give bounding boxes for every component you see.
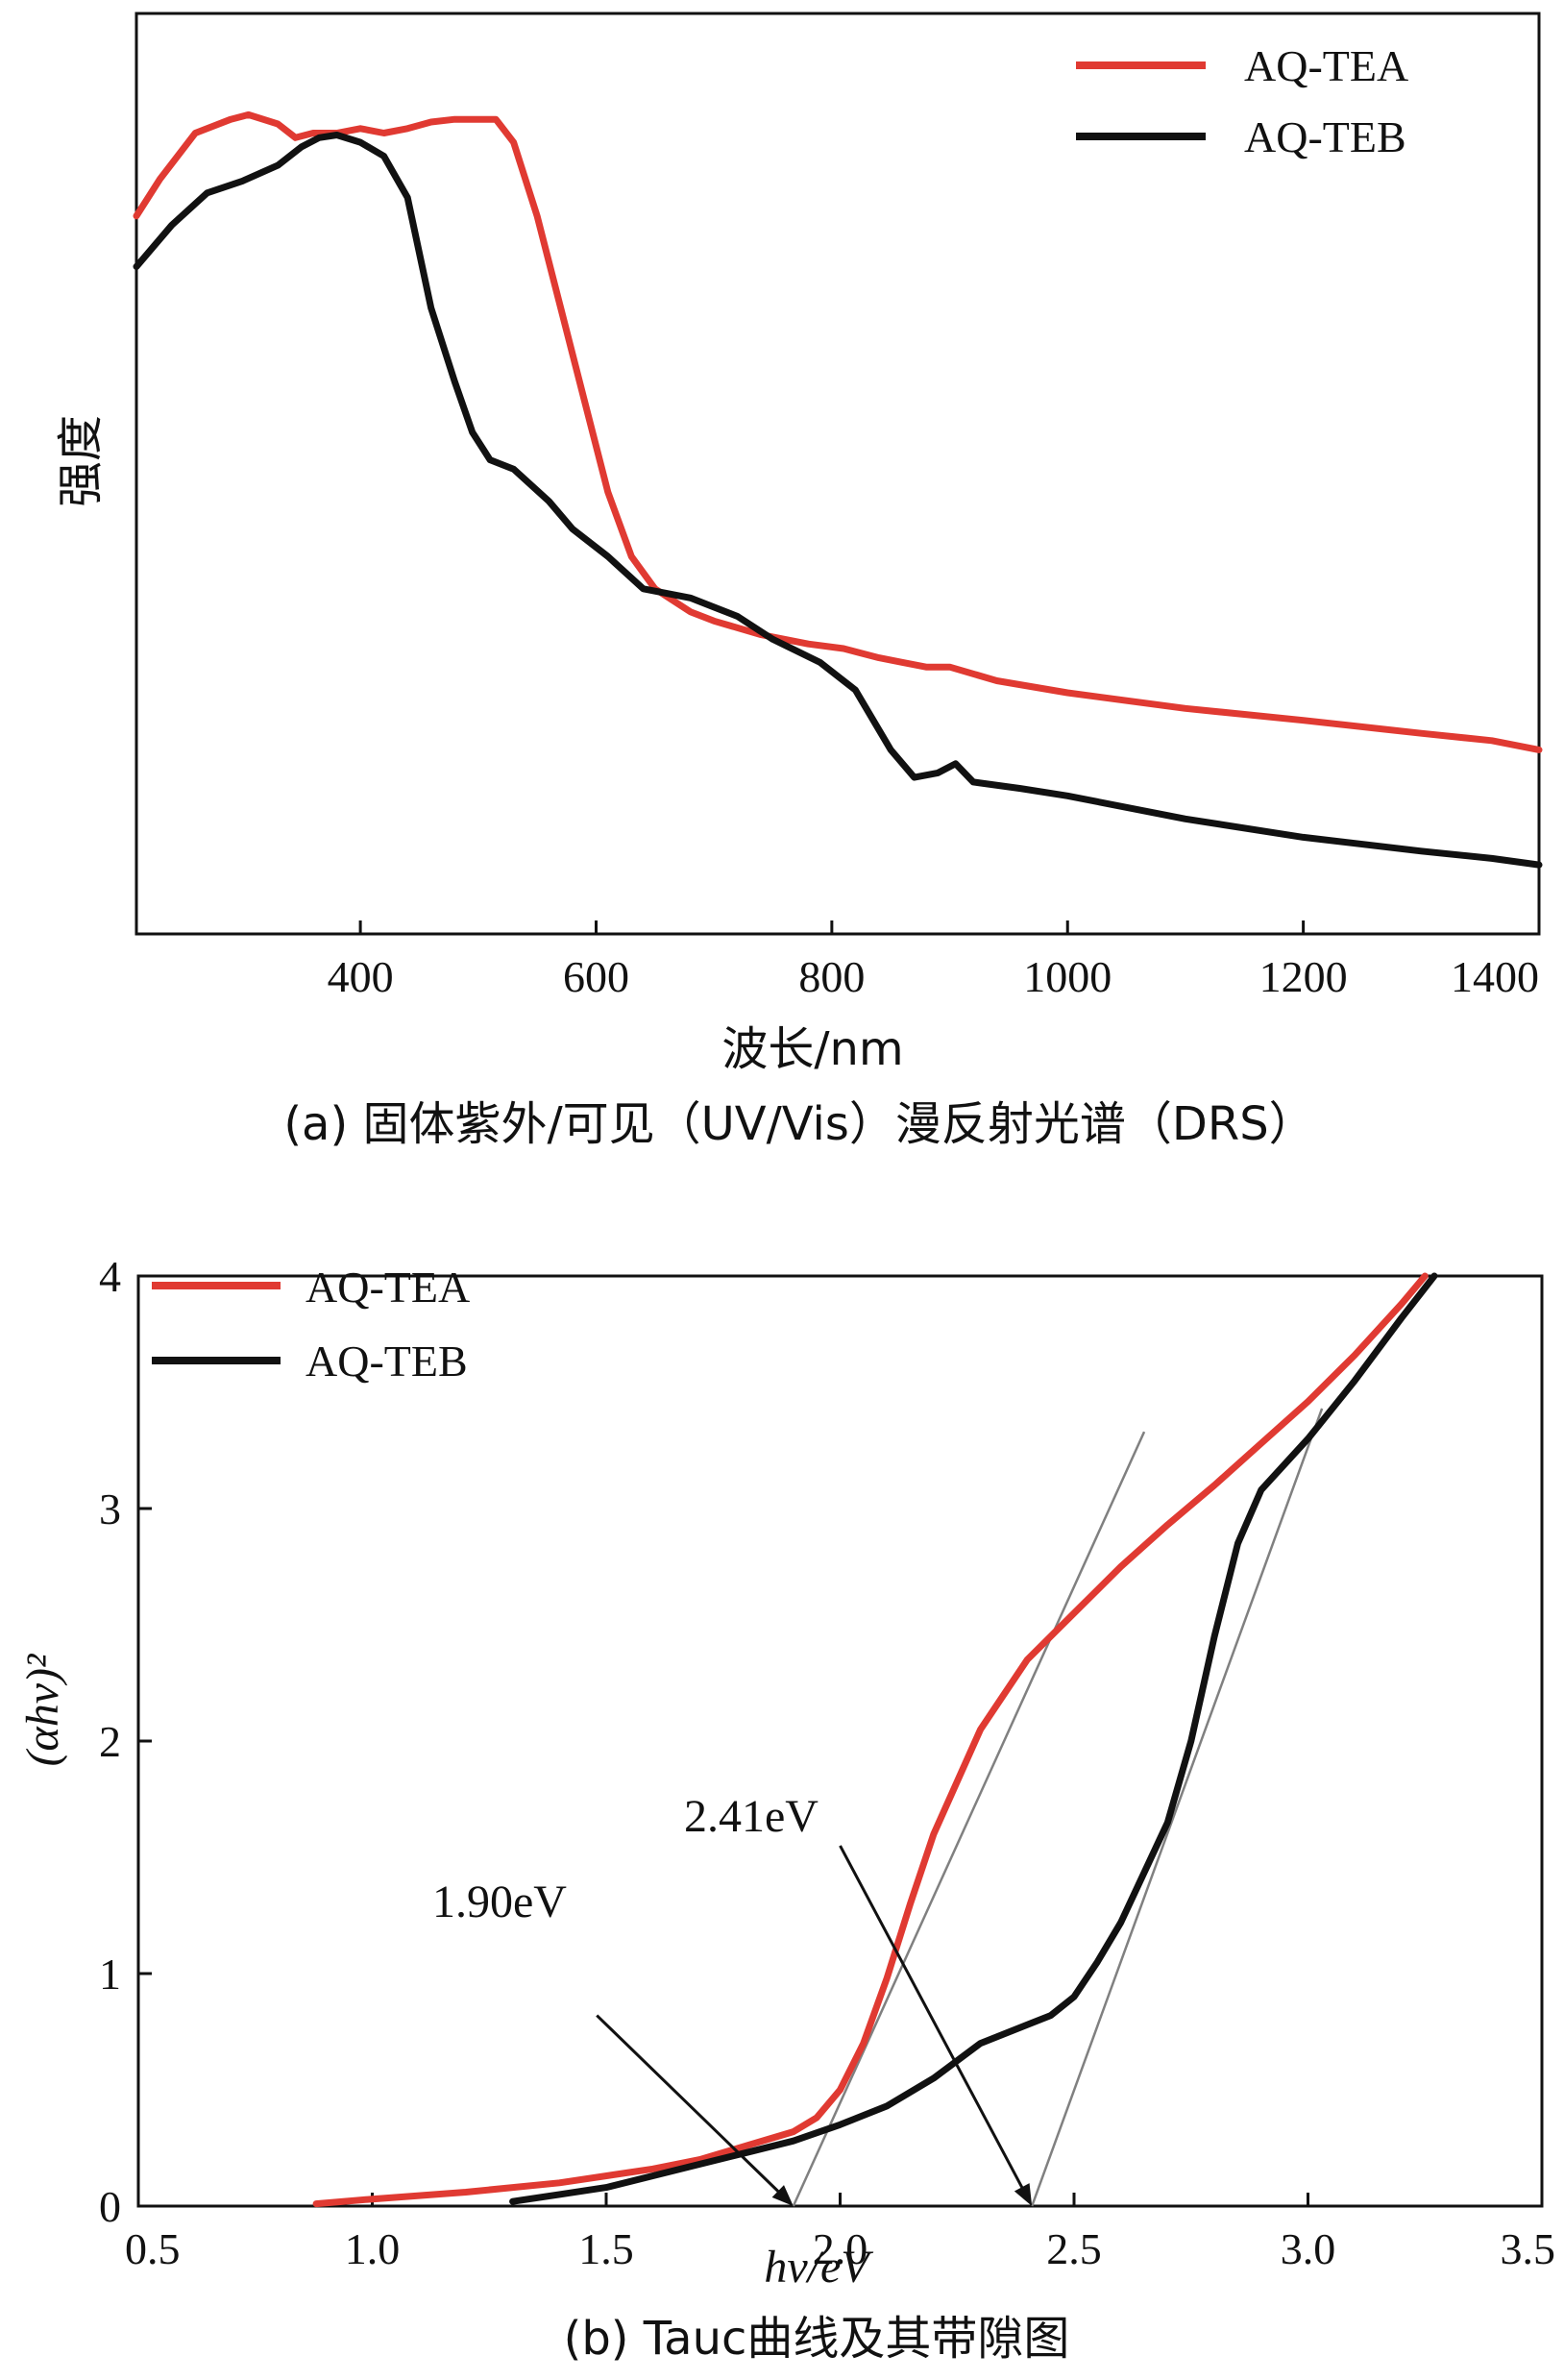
drs-series-aq-teb xyxy=(133,132,1543,869)
drs-caption: (a) 固体紫外/可见（UV/Vis）漫反射光谱（DRS） xyxy=(283,1097,1314,1151)
drs-legend-label-tea: AQ-TEA xyxy=(1244,41,1408,90)
tauc-chart: 0.5 1.0 1.5 2.0 2.5 3.0 3.5 0 1 2 3 4 1.90eV 2.41eV… xyxy=(17,1252,1555,2366)
tauc-x-tick-label-1: 1.0 xyxy=(345,2224,401,2273)
annotation-arrow-1 xyxy=(596,2014,782,2195)
tauc-y-tick-label-4: 4 xyxy=(99,1252,121,1301)
tauc-tangent-lines xyxy=(792,1408,1324,2207)
drs-legend-label-teb: AQ-TEB xyxy=(1244,112,1406,161)
tauc-x-label: hv/eV xyxy=(764,2242,873,2293)
tauc-y-tick-label-2: 2 xyxy=(99,1717,121,1766)
tauc-x-tick-label-0-5: 0.5 xyxy=(125,2224,181,2273)
drs-chart: 400 600 800 1000 1200 1400 AQ-TEA AQ-TEB 强度 波… xyxy=(54,12,1543,1151)
tauc-x-tick-label-1-5: 1.5 xyxy=(578,2224,634,2273)
tauc-series xyxy=(312,1272,1438,2208)
tauc-legend-label-teb: AQ-TEB xyxy=(305,1337,468,1386)
tauc-y-label: (αhv)² xyxy=(17,1653,68,1766)
drs-x-label: 波长/nm xyxy=(721,1022,903,1076)
annotation-label-1-90ev: 1.90eV xyxy=(432,1877,567,1927)
tauc-series-aq-tea xyxy=(312,1272,1429,2208)
tauc-tangent-line-1 xyxy=(792,1431,1146,2207)
tauc-plot-frame xyxy=(136,1274,1544,2208)
drs-x-tick-label-1400: 1400 xyxy=(1451,952,1539,1001)
tauc-legend: AQ-TEA AQ-TEB xyxy=(152,1263,470,1386)
drs-x-ticks: 400 600 800 1000 1200 1400 xyxy=(328,920,1541,1001)
tauc-legend-label-tea: AQ-TEA xyxy=(305,1263,470,1312)
tauc-y-tick-label-3: 3 xyxy=(99,1484,121,1534)
drs-x-tick-label-1000: 1000 xyxy=(1023,952,1112,1001)
tauc-ticks: 0.5 1.0 1.5 2.0 2.5 3.0 3.5 0 1 2 3 4 xyxy=(99,1252,1555,2273)
drs-series-aq-tea xyxy=(133,110,1543,753)
annotation-arrowhead-1 xyxy=(771,2185,794,2206)
drs-legend: AQ-TEA AQ-TEB xyxy=(1076,41,1408,161)
annotation-arrowhead-2 xyxy=(1014,2183,1033,2206)
tauc-annotations: 1.90eV 2.41eV xyxy=(432,1791,1033,2206)
tauc-caption: (b) Tauc曲线及其带隙图 xyxy=(564,2312,1070,2366)
tauc-x-tick-label-3-5: 3.5 xyxy=(1501,2224,1556,2273)
drs-x-tick-label-1200: 1200 xyxy=(1259,952,1348,1001)
tauc-y-tick-label-0: 0 xyxy=(99,2182,121,2231)
tauc-x-tick-label-2-5: 2.5 xyxy=(1046,2224,1102,2273)
tauc-series-aq-teb xyxy=(509,1272,1438,2205)
drs-x-tick-label-800: 800 xyxy=(798,952,865,1001)
tauc-x-tick-label-2: 2.0 xyxy=(813,2224,868,2273)
annotation-label-2-41ev: 2.41eV xyxy=(684,1791,819,1842)
drs-series xyxy=(133,110,1543,869)
drs-y-label: 强度 xyxy=(54,415,108,507)
tauc-tangent-line-2 xyxy=(1030,1408,1324,2207)
tauc-x-tick-label-3: 3.0 xyxy=(1281,2224,1336,2273)
drs-x-tick-label-600: 600 xyxy=(563,952,629,1001)
drs-plot-frame xyxy=(134,12,1541,936)
drs-x-tick-label-400: 400 xyxy=(328,952,394,1001)
tauc-y-tick-label-1: 1 xyxy=(99,1950,121,1999)
annotation-arrow-2 xyxy=(839,1845,1025,2191)
